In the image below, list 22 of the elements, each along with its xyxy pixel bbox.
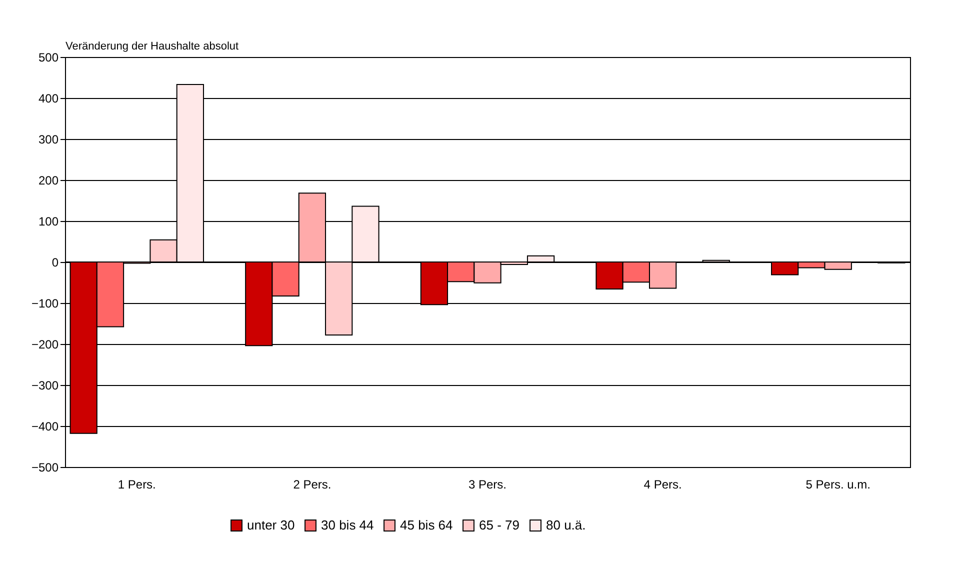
y-tick-label: 0 [52, 256, 59, 270]
y-tick-label: 200 [38, 174, 59, 188]
y-tick-label: −400 [31, 420, 59, 434]
legend-label: 65 - 79 [479, 518, 520, 533]
y-tick-label: 300 [38, 132, 59, 146]
x-tick-label: 4 Pers. [644, 478, 682, 492]
y-axis-title: Veränderung der Haushalte absolut [66, 40, 239, 52]
y-tick-label: −500 [31, 460, 59, 474]
y-tick-label: −100 [31, 296, 59, 310]
y-tick-label: 400 [38, 92, 59, 106]
x-tick-label: 1 Pers. [118, 478, 156, 492]
y-tick-label: 500 [38, 50, 59, 64]
y-tick-label: 100 [38, 214, 59, 228]
legend-label: unter 30 [247, 518, 295, 533]
x-tick-label: 5 Pers. u.m. [806, 478, 870, 492]
legend-label: 80 u.ä. [546, 518, 586, 533]
legend-label: 30 bis 44 [321, 518, 374, 533]
legend-label: 45 bis 64 [400, 518, 453, 533]
x-tick-label: 3 Pers. [468, 478, 507, 492]
y-tick-label: −300 [31, 378, 59, 392]
x-tick-label: 2 Pers. [293, 478, 332, 492]
y-tick-label: −200 [31, 338, 59, 352]
